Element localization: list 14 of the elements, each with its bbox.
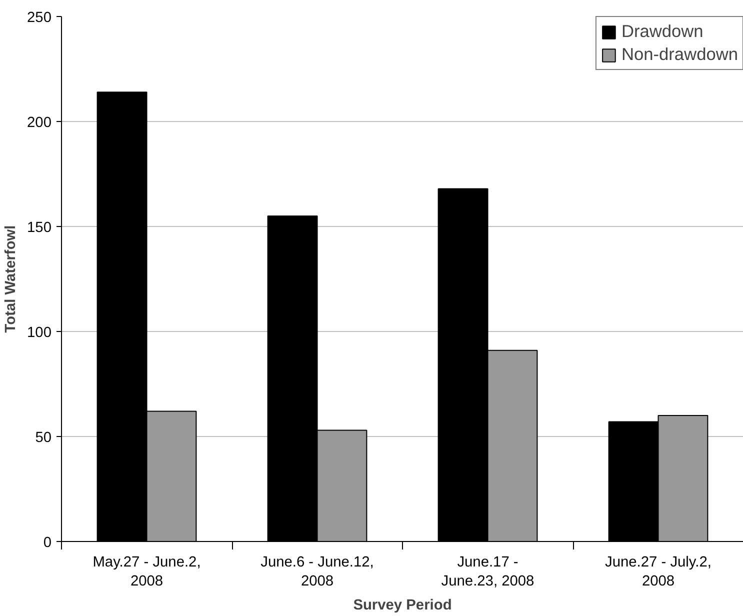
y-tick-label: 250 — [27, 10, 52, 26]
x-tick-label: June.6 - June.12, 2008 — [260, 554, 374, 590]
y-tick-label: 150 — [27, 220, 52, 236]
legend-label: Drawdown — [621, 21, 704, 42]
x-axis-title: Survey Period — [353, 598, 452, 614]
y-tick-label: 0 — [43, 535, 52, 551]
y-tick-label: 100 — [27, 325, 52, 341]
y-tick-label: 50 — [35, 430, 52, 446]
x-tick-label: June.27 - July.2, 2008 — [605, 554, 712, 590]
legend-label: Non-drawdown — [621, 44, 738, 65]
y-axis-title: Total Waterfowl — [3, 225, 20, 333]
x-tick-label: May.27 - June.2, 2008 — [92, 554, 201, 590]
x-tick-label: June.17 - June.23, 2008 — [441, 554, 534, 590]
y-tick-label: 200 — [27, 115, 52, 131]
